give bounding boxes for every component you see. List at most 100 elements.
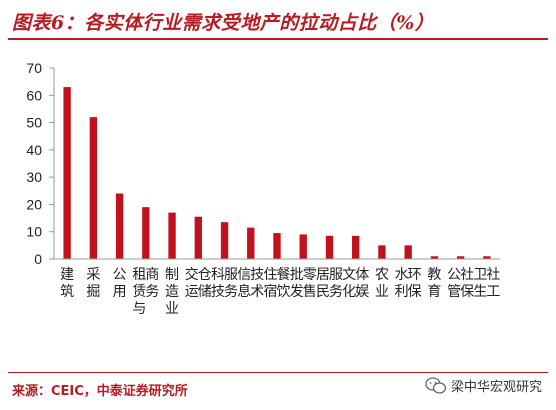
- bar: [247, 227, 255, 259]
- svg-text:运: 运: [185, 284, 199, 300]
- svg-text:化: 化: [342, 284, 356, 300]
- bar: [142, 207, 150, 259]
- svg-text:技: 技: [250, 267, 264, 283]
- bar: [194, 216, 202, 259]
- x-tick-label: 教育: [427, 267, 441, 300]
- svg-text:术: 术: [250, 284, 264, 300]
- svg-text:社: 社: [486, 267, 500, 283]
- y-tick-label: 10: [26, 224, 42, 240]
- svg-text:用: 用: [113, 284, 127, 300]
- svg-text:息: 息: [237, 283, 251, 300]
- source-note: 来源：CEIC，中泰证券研究所: [12, 384, 188, 399]
- svg-text:发: 发: [290, 284, 304, 300]
- svg-text:务: 务: [224, 284, 238, 300]
- watermark-text: 梁中华宏观研究: [450, 380, 542, 395]
- svg-text:批: 批: [290, 267, 304, 283]
- figure-title: 图表6：各实体行业需求受地产的拉动占比（%）: [12, 12, 435, 34]
- svg-text:环: 环: [408, 267, 422, 283]
- bar: [404, 245, 412, 259]
- svg-text:保: 保: [408, 284, 422, 300]
- svg-text:育: 育: [427, 284, 441, 300]
- svg-text:交: 交: [185, 266, 199, 283]
- svg-text:教: 教: [427, 267, 441, 283]
- svg-text:与: 与: [132, 301, 146, 317]
- svg-text:利: 利: [395, 284, 409, 300]
- svg-text:采: 采: [86, 267, 100, 283]
- svg-text:仓: 仓: [198, 267, 212, 283]
- bar: [299, 234, 307, 259]
- svg-text:造: 造: [165, 284, 179, 300]
- svg-text:掘: 掘: [86, 284, 100, 300]
- watermark: 梁中华宏观研究: [425, 376, 542, 395]
- bar: [483, 256, 491, 259]
- y-tick-label: 30: [26, 169, 42, 185]
- wechat-icon: [425, 376, 447, 395]
- svg-text:文: 文: [342, 267, 356, 283]
- x-axis: 建筑采掘公用租赁与商务制造业交运仓储科技服务信息技术住宿餐饮批发零售居民服务文化…: [54, 258, 500, 317]
- svg-text:餐: 餐: [277, 267, 291, 283]
- svg-text:保: 保: [460, 284, 474, 300]
- bars-group: [63, 87, 491, 259]
- svg-text:科: 科: [211, 267, 225, 283]
- svg-text:工: 工: [486, 284, 500, 300]
- svg-text:零: 零: [303, 267, 317, 283]
- svg-text:水: 水: [395, 267, 409, 283]
- svg-text:公: 公: [447, 267, 461, 283]
- svg-text:服: 服: [329, 267, 343, 283]
- svg-text:租: 租: [132, 267, 146, 283]
- bar: [168, 212, 176, 259]
- svg-text:信: 信: [237, 267, 251, 283]
- bar: [352, 235, 360, 259]
- y-tick-label: 50: [26, 115, 42, 131]
- y-tick-label: 40: [26, 142, 42, 158]
- svg-text:服: 服: [224, 267, 238, 283]
- x-tick-label: 制造业: [165, 267, 179, 317]
- y-tick-label: 20: [26, 196, 42, 212]
- bar: [430, 256, 439, 259]
- title-divider: [8, 38, 548, 40]
- svg-text:售: 售: [303, 284, 317, 300]
- y-tick-label: 0: [34, 251, 42, 267]
- svg-text:务: 务: [145, 284, 159, 300]
- svg-text:建: 建: [60, 267, 74, 283]
- bar: [325, 235, 334, 259]
- x-tick-label: 建筑: [60, 267, 74, 300]
- y-tick-label: 70: [26, 60, 42, 76]
- svg-text:社: 社: [460, 267, 474, 283]
- x-tick-label: 采掘: [86, 267, 100, 300]
- svg-text:娱: 娱: [355, 284, 369, 300]
- svg-text:民: 民: [316, 284, 330, 300]
- svg-text:卫: 卫: [473, 267, 487, 283]
- svg-text:制: 制: [165, 267, 179, 283]
- bar: [220, 222, 229, 259]
- svg-text:宿: 宿: [264, 283, 278, 300]
- svg-text:业: 业: [165, 301, 179, 317]
- svg-text:务: 务: [329, 284, 343, 300]
- svg-text:生: 生: [473, 284, 487, 300]
- svg-text:商: 商: [145, 267, 159, 283]
- svg-text:筑: 筑: [60, 284, 74, 300]
- svg-text:农: 农: [375, 267, 389, 283]
- y-tick-label: 60: [26, 87, 42, 103]
- x-tick-label: 租赁与 商务: [132, 267, 159, 317]
- svg-text:管: 管: [447, 284, 461, 300]
- footer-divider: [8, 372, 548, 373]
- x-tick-label: 农业: [375, 267, 389, 300]
- svg-text:赁: 赁: [132, 284, 146, 300]
- svg-text:居: 居: [316, 267, 330, 283]
- svg-text:饮: 饮: [277, 284, 291, 300]
- x-tick-label: 公用: [113, 267, 127, 300]
- svg-text:储: 储: [198, 284, 212, 300]
- bar: [63, 87, 71, 259]
